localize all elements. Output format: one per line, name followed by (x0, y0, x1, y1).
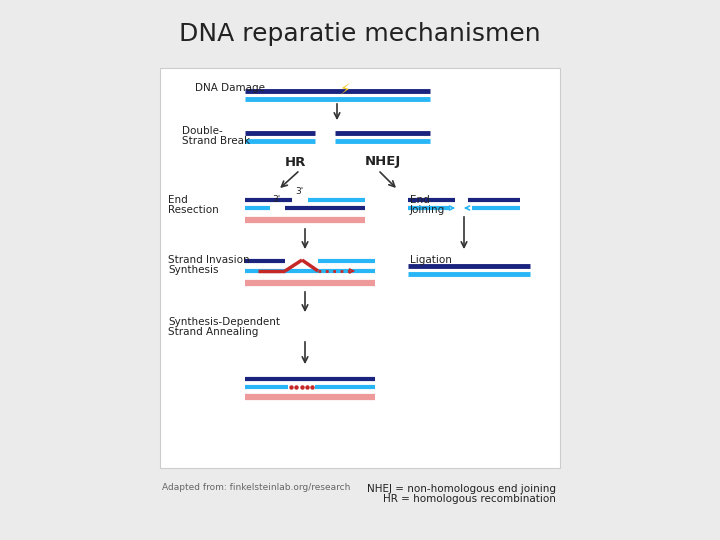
Text: Strand Break: Strand Break (182, 136, 250, 146)
FancyBboxPatch shape (160, 68, 560, 468)
Text: Joining: Joining (410, 205, 445, 215)
Text: 3': 3' (295, 187, 303, 196)
Text: NHEJ = non-homologous end joining: NHEJ = non-homologous end joining (367, 484, 556, 494)
Text: Adapted from: finkelsteinlab.org/research: Adapted from: finkelsteinlab.org/researc… (162, 483, 351, 492)
Text: Synthesis: Synthesis (168, 265, 218, 275)
Text: NHEJ: NHEJ (365, 156, 401, 168)
Text: Ligation: Ligation (410, 255, 452, 265)
Text: DNA reparatie mechanismen: DNA reparatie mechanismen (179, 22, 541, 46)
Text: End: End (168, 195, 188, 205)
Text: Strand Annealing: Strand Annealing (168, 327, 258, 337)
Text: Strand Invasion: Strand Invasion (168, 255, 250, 265)
Text: 3': 3' (272, 195, 280, 204)
Text: End: End (410, 195, 430, 205)
Text: HR: HR (284, 156, 306, 168)
Text: DNA Damage: DNA Damage (195, 83, 265, 93)
Text: ⚡: ⚡ (340, 82, 351, 97)
Text: Resection: Resection (168, 205, 219, 215)
Text: Synthesis-Dependent: Synthesis-Dependent (168, 317, 280, 327)
Text: Double-: Double- (182, 126, 222, 136)
Text: HR = homologous recombination: HR = homologous recombination (383, 494, 556, 504)
